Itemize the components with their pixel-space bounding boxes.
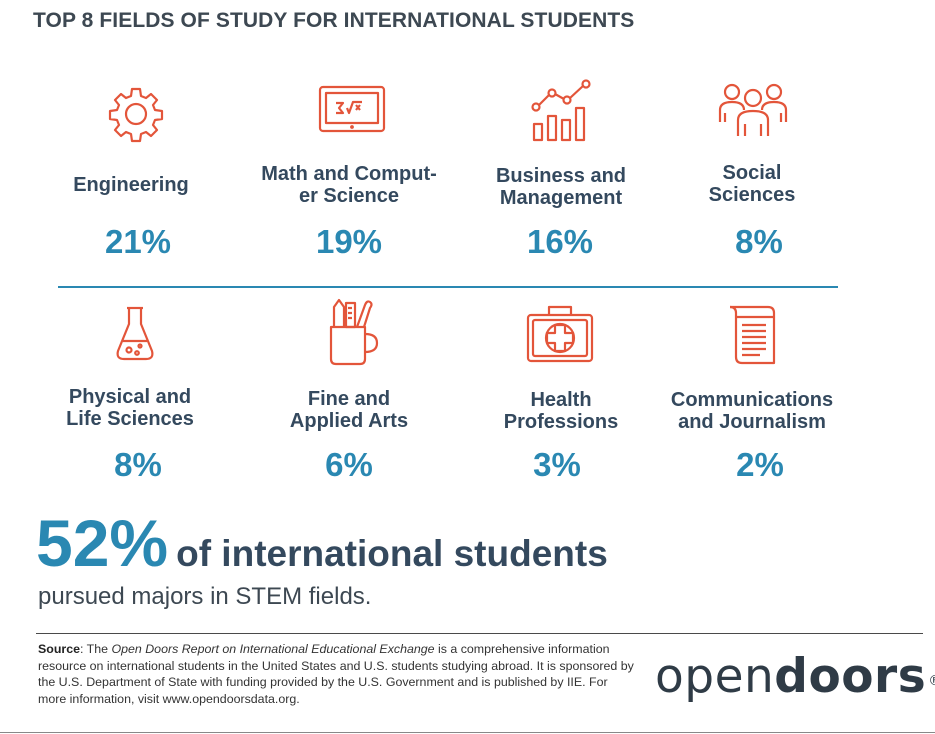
field-percent-social-sciences: 8% bbox=[735, 223, 783, 260]
field-percent-math-computer-science: 19% bbox=[315, 223, 383, 260]
first-aid-kit-icon bbox=[525, 303, 595, 365]
source-note: Source: The Open Doors Report on Interna… bbox=[38, 641, 638, 707]
field-percent-fine-applied-arts: 6% bbox=[325, 446, 373, 483]
gear-icon bbox=[107, 85, 165, 143]
stem-subtext: pursued majors in STEM fields. bbox=[38, 583, 372, 610]
newspaper-scroll-icon bbox=[724, 303, 780, 367]
field-label-business-management: Business and Management bbox=[495, 165, 627, 209]
growth-chart-icon bbox=[528, 78, 594, 144]
field-percent-health-professions: 3% bbox=[533, 446, 581, 483]
field-label-social-sciences: Social Sciences bbox=[708, 162, 796, 206]
stem-headline: of international students bbox=[176, 533, 608, 574]
field-percent-communications-journalism: 2% bbox=[736, 446, 784, 483]
field-label-health-professions: Health Professions bbox=[503, 389, 619, 433]
people-group-icon bbox=[717, 80, 789, 138]
registered-mark: ® bbox=[928, 673, 935, 689]
field-label-engineering: Engineering bbox=[73, 174, 189, 196]
logo-open: open bbox=[655, 649, 775, 704]
row-divider bbox=[58, 286, 838, 288]
art-supplies-cup-icon bbox=[323, 297, 381, 367]
stem-highlight: 52% of international students bbox=[36, 505, 608, 581]
page-title: TOP 8 FIELDS OF STUDY FOR INTERNATIONAL … bbox=[33, 9, 635, 32]
field-label-math-computer-science: Math and Comput-er Science bbox=[261, 163, 437, 207]
footer-rule bbox=[36, 633, 923, 634]
math-screen-icon bbox=[317, 84, 387, 136]
opendoors-logo: opendoors® bbox=[655, 652, 935, 702]
field-percent-engineering: 21% bbox=[104, 223, 172, 260]
field-label-physical-life-sciences: Physical and Life Sciences bbox=[66, 386, 194, 430]
bottom-border bbox=[0, 732, 935, 733]
logo-doors: doors bbox=[774, 649, 927, 704]
source-body: is a comprehensive information resource … bbox=[38, 642, 634, 706]
flask-icon bbox=[115, 305, 155, 363]
field-label-fine-applied-arts: Fine and Applied Arts bbox=[289, 388, 409, 432]
source-prefix: : The bbox=[80, 642, 112, 656]
field-label-communications-journalism: Communications and Journalism bbox=[670, 389, 834, 433]
field-percent-business-management: 16% bbox=[526, 223, 594, 260]
field-percent-physical-life-sciences: 8% bbox=[114, 446, 162, 483]
source-label: Source bbox=[38, 642, 81, 656]
source-report-title: Open Doors Report on International Educa… bbox=[111, 642, 435, 656]
stem-percent: 52% bbox=[36, 506, 169, 580]
